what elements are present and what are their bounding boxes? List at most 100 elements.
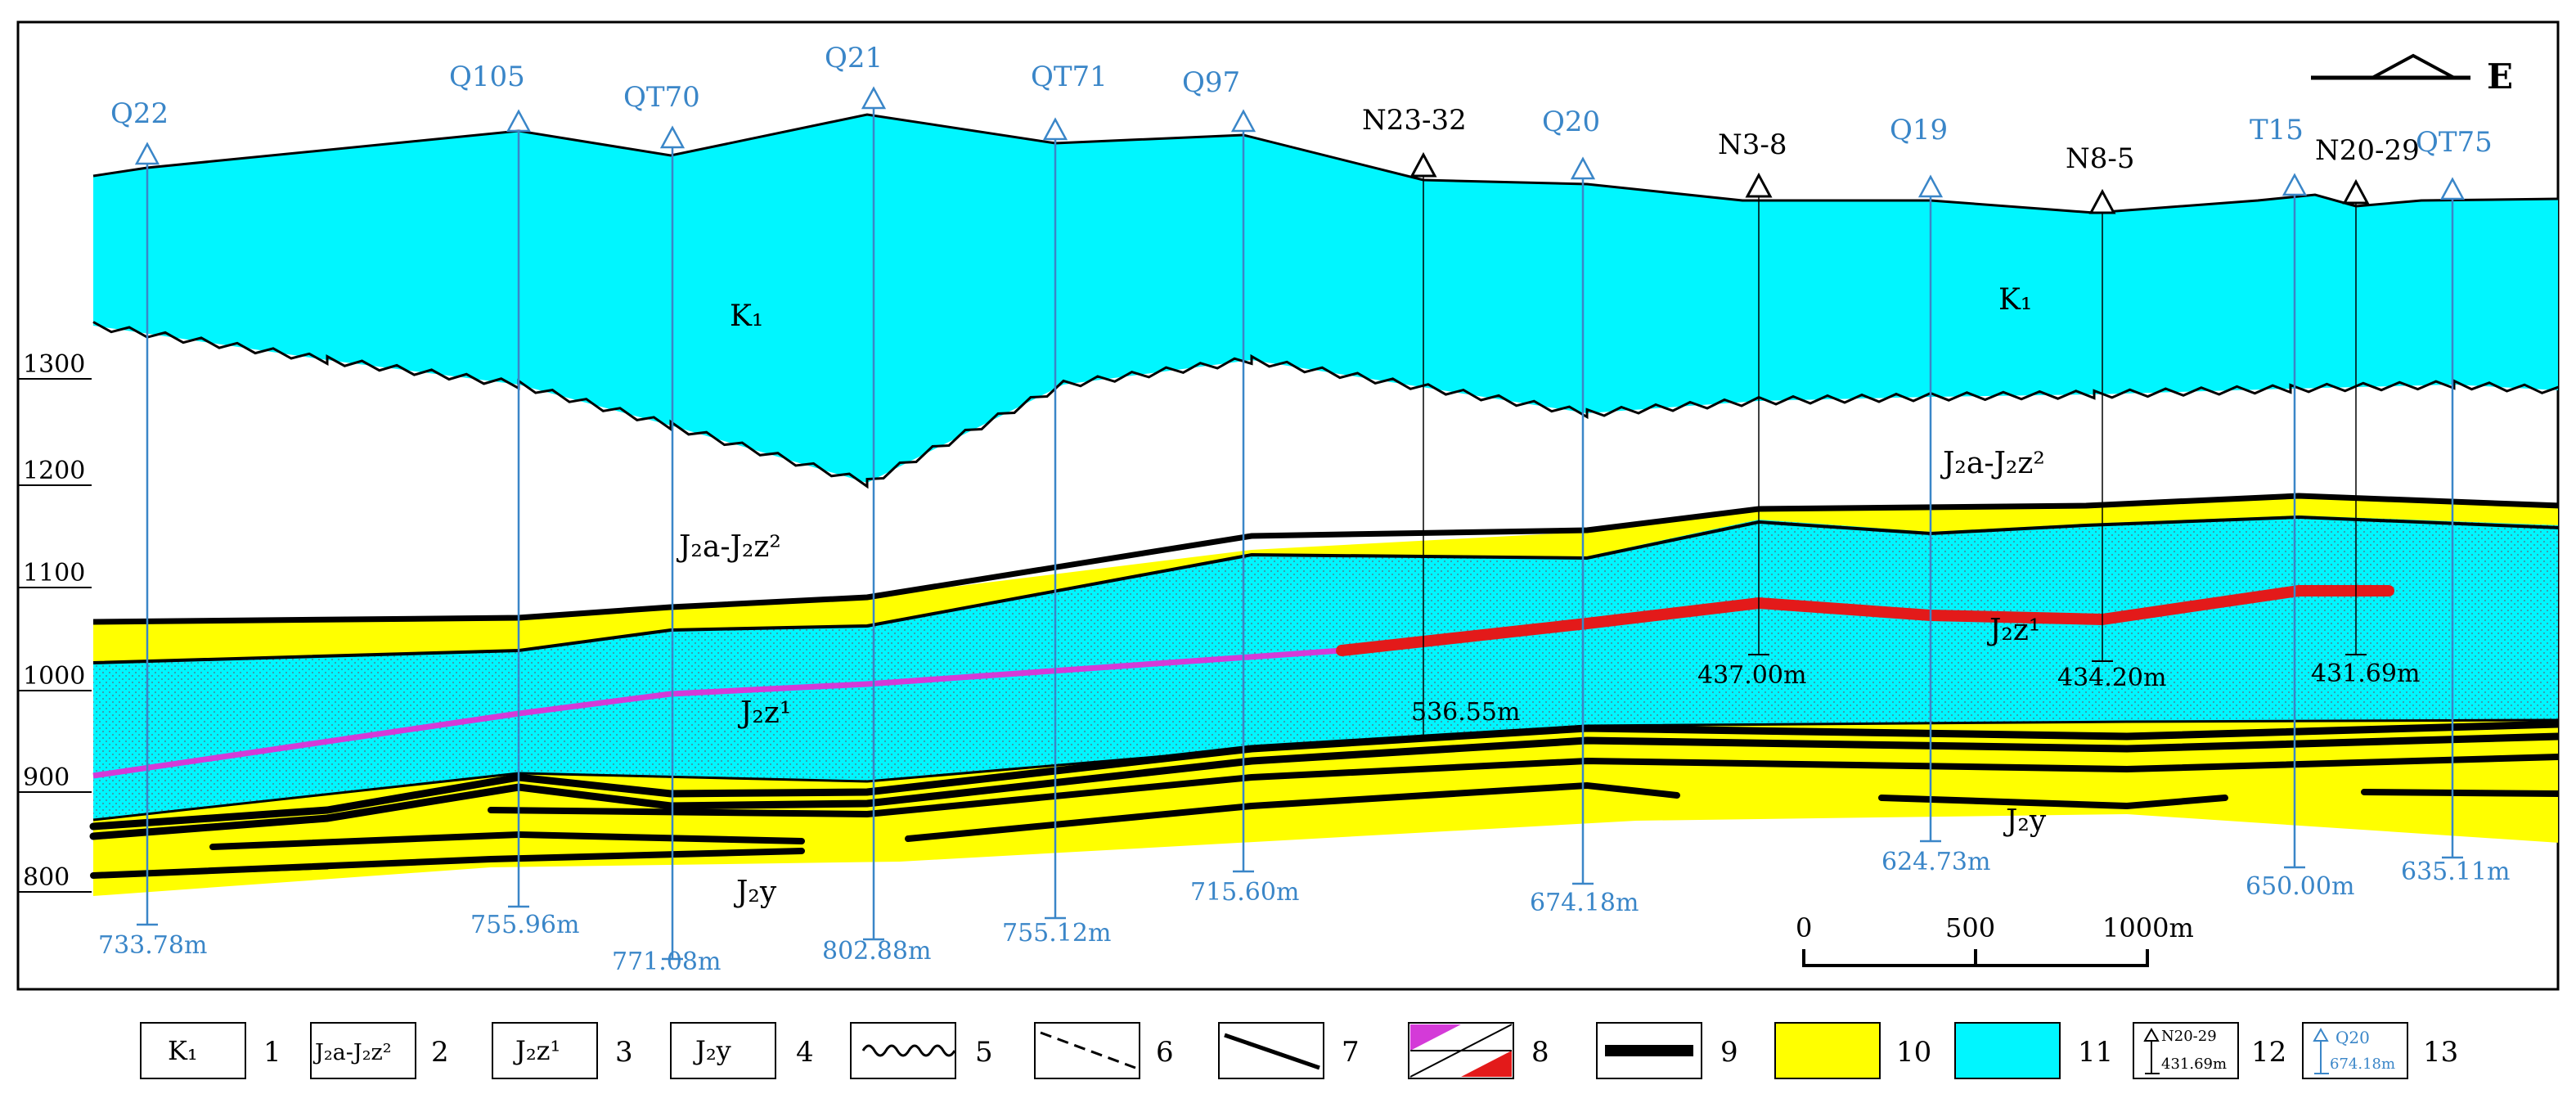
- well-name-label: QT71: [1031, 61, 1108, 93]
- blue-triangle-icon: [506, 109, 532, 133]
- well-depth-label: 715.60m: [1190, 878, 1299, 907]
- well-name-label: Q22: [110, 97, 169, 130]
- black-triangle-icon: [2088, 188, 2116, 214]
- legend-box-j2y: [670, 1022, 776, 1079]
- well-q97: Q97 715.60m: [1182, 66, 1299, 907]
- well-q21: Q21 802.88m: [822, 42, 931, 966]
- well-qt75: QT75 635.11m: [2401, 126, 2510, 886]
- well-name-label: QT75: [2416, 126, 2493, 159]
- unit-labels: K₁ K₁ J₂a-J₂z² J₂a-J₂z² J₂z¹ J₂z¹ J₂y J₂…: [676, 283, 2047, 909]
- blue-triangle-icon: [1917, 174, 1944, 198]
- j2a-top-boundary: [92, 493, 2558, 625]
- well-depth-label: 733.78m: [98, 931, 207, 960]
- legend: K₁ 1 J₂a-J₂z² 2 J₂z¹ 3 J₂y 4 5 6 7 8: [140, 1022, 2458, 1079]
- well-n23-32: N23-32 536.55m: [1362, 104, 1520, 737]
- well-depth-label: 802.88m: [822, 937, 931, 966]
- well-name-label: QT70: [623, 81, 700, 114]
- legend-wavy-symbol: [861, 1044, 956, 1057]
- black-triangle-icon: [1409, 151, 1437, 178]
- legend-box-dashed: [1034, 1022, 1140, 1079]
- unit-label-j2y-right: J₂y: [2003, 804, 2047, 838]
- well-name-label: Q20: [1542, 106, 1600, 138]
- magenta-seam-line: [92, 647, 1342, 779]
- well-depth-label: 755.12m: [1002, 919, 1111, 948]
- legend-box-k1: [140, 1022, 246, 1079]
- blue-triangle-icon: [2439, 177, 2466, 200]
- legend-red-symbol: [1461, 1051, 1512, 1077]
- well-q20: Q20 674.18m: [1530, 106, 1639, 917]
- well-n20-29: N20-29 431.69m: [2311, 134, 2420, 688]
- legend-text-k1: K₁: [168, 1035, 198, 1066]
- j2z1-dotted-layer: [93, 515, 2558, 820]
- legend-box-j2z1: [492, 1022, 598, 1079]
- legend-text-j2z1: J₂z¹: [513, 1035, 560, 1066]
- blue-triangle-icon: [861, 86, 887, 110]
- elevation-label-1300: 1300: [23, 350, 85, 379]
- legend-num-13: 13: [2423, 1036, 2458, 1069]
- legend-box-unconformity: [850, 1022, 956, 1079]
- blue-triangle-icon: [659, 125, 686, 149]
- blue-triangle-icon: [1230, 109, 1257, 133]
- elevation-label-800: 800: [23, 863, 70, 892]
- legend-blue-well-name: Q20: [2335, 1028, 2370, 1047]
- legend-box-cyan: [1954, 1022, 2061, 1079]
- legend-num-7: 7: [1342, 1036, 1360, 1069]
- legend-num-2: 2: [431, 1036, 449, 1069]
- legend-text-j2y: J₂y: [693, 1035, 731, 1066]
- well-q22: Q22 733.78m: [98, 97, 207, 960]
- well-depth-label: 650.00m: [2246, 872, 2354, 901]
- legend-num-4: 4: [796, 1036, 814, 1069]
- elevation-label-1100: 1100: [23, 559, 85, 588]
- legend-black-well-depth: 431.69m: [2161, 1056, 2227, 1073]
- legend-black-well-name: N20-29: [2161, 1028, 2217, 1045]
- legend-solid-symbol: [1224, 1033, 1320, 1070]
- legend-num-8: 8: [1531, 1036, 1549, 1069]
- elevation-axis: 1300 1200 1100 1000 900 800: [18, 350, 92, 893]
- j2z1-top-boundary: [92, 515, 2558, 664]
- unit-label-k1-right: K₁: [1998, 283, 2032, 317]
- legend-blue-well-depth: 674.18m: [2330, 1056, 2395, 1073]
- direction-label: E: [2487, 56, 2513, 97]
- legend-num-3: 3: [615, 1036, 633, 1069]
- scale-bar: 0 500 1000m: [1796, 912, 2194, 967]
- well-depth-label: 635.11m: [2401, 858, 2510, 886]
- well-name-label: N20-29: [2315, 134, 2420, 167]
- coal-seams: [89, 720, 2558, 879]
- elevation-label-900: 900: [23, 763, 70, 792]
- well-depth-label: 431.69m: [2311, 660, 2420, 688]
- unit-label-j2z1-left: J₂z¹: [737, 696, 791, 730]
- k1-cyan-layer: [93, 115, 2558, 483]
- well-depth-label: 755.96m: [470, 911, 579, 939]
- well-t15: T15 650.00m: [2246, 114, 2354, 901]
- well-qt71: QT71 755.12m: [1002, 61, 1111, 948]
- legend-magenta-symbol: [1410, 1024, 1461, 1051]
- well-qt70: QT70 771.08m: [612, 81, 721, 976]
- scale-label-500: 500: [1945, 912, 1995, 943]
- well-q105: Q105 755.96m: [449, 61, 579, 939]
- blue-triangle-icon: [1570, 156, 1596, 180]
- legend-num-5: 5: [975, 1036, 993, 1069]
- well-name-label: Q21: [825, 42, 883, 74]
- well-name-label: Q97: [1182, 66, 1240, 99]
- unit-label-j2a-right: J₂a-J₂z²: [1940, 447, 2045, 480]
- well-depth-label: 624.73m: [1881, 848, 1990, 876]
- legend-num-6: 6: [1156, 1036, 1174, 1069]
- well-name-label: Q19: [1890, 114, 1948, 146]
- well-name-label: N23-32: [1362, 104, 1467, 137]
- unit-label-j2z1-right: J₂z¹: [1986, 614, 2040, 647]
- blue-triangle-icon: [1042, 117, 1068, 141]
- black-triangle-icon: [2342, 178, 2370, 205]
- legend-box-j2a: [310, 1022, 416, 1079]
- well-name-label: T15: [2250, 114, 2304, 146]
- black-triangle-icon: [1745, 172, 1773, 198]
- legend-box-yellow: [1774, 1022, 1881, 1079]
- legend-num-12: 12: [2251, 1036, 2286, 1069]
- scale-label-1000: 1000m: [2102, 912, 2194, 943]
- legend-num-11: 11: [2078, 1036, 2113, 1069]
- well-name-label: Q105: [449, 61, 525, 93]
- unit-label-j2y-left: J₂y: [733, 876, 777, 909]
- unit-label-k1-left: K₁: [730, 299, 763, 333]
- well-depth-label: 536.55m: [1411, 698, 1520, 727]
